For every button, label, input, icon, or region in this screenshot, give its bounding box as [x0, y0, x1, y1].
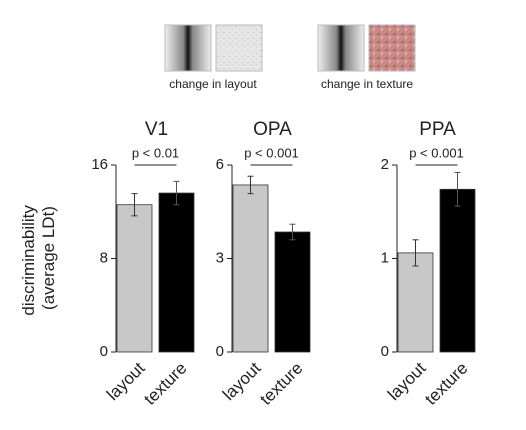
y-tick-label: 0	[216, 343, 224, 360]
y-tick-label: 1	[381, 249, 389, 266]
y-tick-label: 0	[381, 343, 389, 360]
bar	[397, 252, 434, 353]
bar	[274, 231, 311, 353]
panel-title: V1	[145, 119, 168, 140]
layout-thumbnail	[215, 24, 263, 72]
significance-label: p < 0.001	[244, 145, 299, 160]
x-tick-label: texture	[140, 359, 190, 409]
bar	[158, 192, 195, 353]
bar	[439, 188, 476, 353]
layout-thumbnail	[164, 24, 212, 72]
panel-title: PPA	[419, 119, 456, 140]
x-tick-label: texture	[421, 359, 471, 409]
caption: change in texture	[321, 77, 413, 91]
y-tick-label: 16	[91, 156, 108, 173]
significance-label: p < 0.001	[409, 145, 464, 160]
x-tick-label: texture	[256, 359, 306, 409]
y-tick-label: 0	[100, 343, 108, 360]
panel-title: OPA	[253, 119, 292, 140]
texture-thumbnail	[368, 24, 416, 72]
y-axis-label: discriminability (average LDt)	[19, 200, 58, 315]
caption: change in layout	[169, 77, 257, 91]
y-axis-label-line: discriminability	[19, 205, 38, 316]
stimulus-thumbnails: change in layout change in texture	[164, 24, 416, 91]
bar	[232, 184, 269, 353]
bar	[116, 204, 153, 353]
y-tick-label: 6	[216, 156, 224, 173]
y-tick-label: 3	[216, 249, 224, 266]
y-axis-label-line: (average LDt)	[39, 206, 58, 310]
y-tick-label: 2	[381, 156, 389, 173]
y-tick-label: 8	[100, 249, 108, 266]
texture-thumbnail	[317, 24, 365, 72]
significance-label: p < 0.01	[132, 145, 179, 160]
